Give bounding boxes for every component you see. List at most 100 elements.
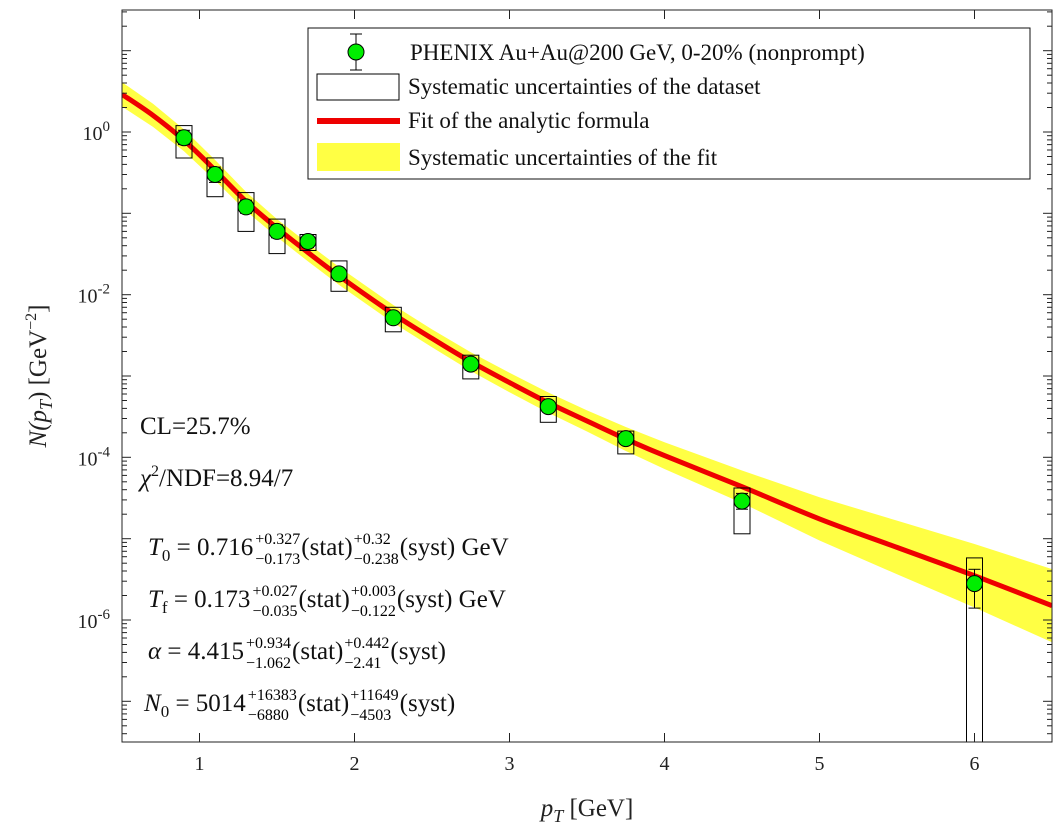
data-points-layer <box>175 125 983 743</box>
axis-labels-layer: pT [GeV]N(pT) [GeV−2] <box>23 305 633 826</box>
legend-label-data: PHENIX Au+Au@200 GeV, 0-20% (nonprompt) <box>410 40 865 65</box>
y-tick-exponent: -2 <box>98 282 111 298</box>
chi2-value: /NDF=8.94/7 <box>159 465 293 492</box>
y-axis-label: N(pT) [GeV−2] <box>23 305 56 449</box>
stat-lower: −0.173 <box>255 551 300 568</box>
data-point <box>733 487 751 535</box>
data-marker <box>384 309 402 327</box>
stat-label: (stat) <box>298 690 349 717</box>
chi2-ndf: χ2/NDF=8.94/7 <box>138 463 293 492</box>
y-label-bracket: ] <box>25 305 52 313</box>
data-point <box>237 192 255 232</box>
param-value: = 0.173 <box>168 586 251 613</box>
legend-label-fit_band: Systematic uncertainties of the fit <box>408 145 718 170</box>
syst-label: (syst) <box>390 638 446 665</box>
data-point <box>268 218 286 255</box>
stat-label: (stat) <box>298 586 349 613</box>
y-label-subscript: T <box>36 398 56 410</box>
data-point <box>206 157 224 198</box>
data-marker <box>733 492 751 510</box>
param-value: = 4.415 <box>161 638 244 665</box>
stat-label: (stat) <box>292 638 343 665</box>
param-subscript: 0 <box>161 702 170 721</box>
param-main: T0 = 0.716 <box>148 534 253 565</box>
param-main: Tf = 0.173 <box>148 586 250 617</box>
syst-label: (syst) GeV <box>397 586 506 613</box>
data-marker <box>206 166 224 183</box>
data-marker <box>462 355 480 373</box>
data-marker <box>617 430 635 448</box>
chi-exponent: 2 <box>151 463 159 480</box>
systematic-box <box>462 354 480 380</box>
param-symbol: T <box>148 586 164 613</box>
param-symbol: T <box>148 534 164 561</box>
x-label-unit: [GeV] <box>563 795 633 822</box>
y-tick-base: 10 <box>78 286 98 308</box>
stat-upper: +0.934 <box>246 635 291 652</box>
y-tick-base: 10 <box>83 123 103 145</box>
y-tick-exponent: 0 <box>103 119 111 135</box>
x-tick-label: 3 <box>505 753 515 775</box>
stat-lower: −6880 <box>248 707 289 724</box>
y-label-exponent: −2 <box>23 313 40 330</box>
data-marker <box>539 398 557 416</box>
syst-lower: −0.122 <box>351 603 396 620</box>
x-tick-label: 4 <box>660 753 670 775</box>
fit-uncertainty-band <box>122 82 1052 643</box>
fit-curve-layer <box>122 92 1052 609</box>
y-label-symbol: N(p <box>25 410 52 449</box>
x-tick-label: 1 <box>195 753 205 775</box>
systematic-box <box>175 125 193 159</box>
param-main: N0 = 5014 <box>143 690 246 721</box>
data-marker <box>966 575 983 593</box>
x-tick-label: 2 <box>350 753 360 775</box>
y-tick-label: 100 <box>83 119 111 145</box>
stat-lower: −0.035 <box>252 603 297 620</box>
legend-marker-data <box>347 33 365 71</box>
x-tick-label: 6 <box>970 753 980 775</box>
syst-lower: −2.41 <box>344 655 381 672</box>
y-tick-label: 10-4 <box>78 444 111 470</box>
syst-lower: −4503 <box>350 707 391 724</box>
param-main: α = 4.415 <box>148 638 244 665</box>
data-marker <box>175 129 193 147</box>
syst-upper: +0.32 <box>354 531 391 548</box>
y-tick-label: 10-6 <box>78 607 111 633</box>
data-point <box>462 354 480 380</box>
x-tick-label: 5 <box>815 753 825 775</box>
syst-upper: +11649 <box>350 687 398 704</box>
y-tick-base: 10 <box>78 448 98 470</box>
param-symbol: α <box>148 638 162 665</box>
legend-label-syst_data: Systematic uncertainties of the dataset <box>408 74 761 99</box>
stat-lower: −1.062 <box>246 655 291 672</box>
x-axis-label: pT [GeV] <box>539 795 634 826</box>
data-marker <box>268 222 286 240</box>
legend-label-fit: Fit of the analytic formula <box>408 108 649 133</box>
syst-label: (syst) <box>400 690 456 717</box>
x-label-symbol: p <box>539 795 554 822</box>
data-marker <box>330 265 348 283</box>
data-marker <box>299 233 317 250</box>
fit-annotations: CL=25.7% χ2/NDF=8.94/7 T0 = 0.716 +0.327 −0.… <box>138 413 509 724</box>
x-label-subscript: T <box>553 806 565 826</box>
legend-box <box>307 27 1031 180</box>
confidence-level: CL=25.7% <box>140 413 251 440</box>
syst-upper: +0.442 <box>344 635 389 652</box>
data-point <box>539 396 557 423</box>
chi-symbol: χ <box>138 465 152 492</box>
fit-curve <box>122 92 1052 609</box>
data-point <box>299 233 317 251</box>
legend-systematic-box <box>316 73 400 101</box>
y-label-unit: ) [GeV <box>25 330 52 400</box>
stat-label: (stat) <box>301 534 352 561</box>
stat-upper: +0.327 <box>255 531 300 548</box>
data-point <box>384 306 402 333</box>
y-tick-label: 10-2 <box>78 282 111 308</box>
y-tick-exponent: -6 <box>98 607 111 623</box>
syst-upper: +0.003 <box>351 583 396 600</box>
param-symbol: N <box>143 690 162 717</box>
fit-uncertainty-band-layer <box>122 82 1052 643</box>
legend-data-marker <box>347 43 365 61</box>
